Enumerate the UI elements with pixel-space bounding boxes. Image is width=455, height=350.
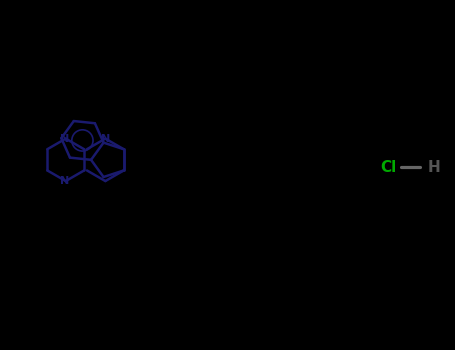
Text: N: N [101, 134, 110, 143]
Text: N: N [60, 134, 69, 143]
Text: H: H [427, 160, 440, 175]
Text: Cl: Cl [381, 160, 397, 175]
Text: N: N [60, 176, 69, 186]
